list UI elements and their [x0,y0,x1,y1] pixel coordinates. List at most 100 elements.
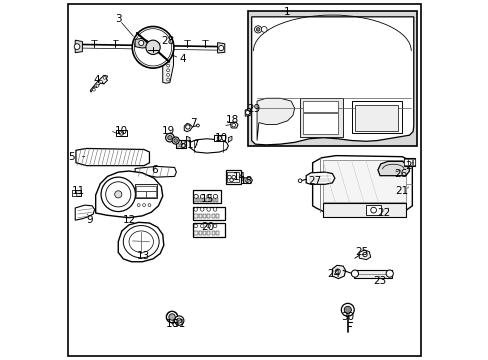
Circle shape [218,45,223,50]
Circle shape [142,204,145,207]
Circle shape [200,208,203,211]
Bar [72,190,81,196]
Bar [207,214,210,219]
Bar [136,186,155,191]
Circle shape [100,80,102,83]
Bar [215,230,219,235]
Circle shape [137,204,140,207]
Bar [136,192,145,197]
Circle shape [167,135,172,140]
Circle shape [166,73,169,76]
Circle shape [194,208,197,211]
Circle shape [362,252,366,257]
Bar [192,223,224,237]
Circle shape [166,69,169,72]
Bar [300,98,343,137]
Bar [407,159,411,165]
Bar [192,190,221,203]
Circle shape [165,134,174,142]
Bar [196,198,199,202]
Bar [203,198,205,202]
Polygon shape [118,222,163,262]
Circle shape [194,224,197,228]
Circle shape [134,29,171,66]
Circle shape [166,64,169,67]
Text: 17: 17 [186,140,200,150]
Polygon shape [312,156,411,212]
Bar [179,144,182,147]
Bar [353,270,391,278]
Text: 12: 12 [122,215,135,225]
Circle shape [168,314,175,320]
Bar [200,198,202,202]
Bar [212,198,215,202]
Bar [302,113,338,134]
Bar [403,158,414,166]
Circle shape [341,303,353,316]
Circle shape [206,224,210,228]
Text: 1: 1 [283,7,289,17]
Text: 21: 21 [395,186,408,197]
Bar [193,198,195,202]
Bar [135,184,157,198]
Circle shape [213,208,217,211]
Polygon shape [332,265,345,279]
Polygon shape [244,108,250,116]
Circle shape [132,27,174,68]
Circle shape [335,269,340,274]
Circle shape [231,175,235,179]
Circle shape [200,224,203,228]
Circle shape [176,318,182,323]
Polygon shape [163,49,173,55]
Polygon shape [75,40,82,53]
Bar [403,159,407,165]
Bar [175,140,185,148]
Bar [116,130,126,136]
Bar [247,12,416,146]
Circle shape [370,207,376,213]
Circle shape [174,316,183,325]
Text: 18: 18 [240,176,253,186]
Bar [192,207,224,220]
Polygon shape [75,205,94,220]
Bar [215,214,219,219]
Text: 30: 30 [341,312,354,322]
Bar [198,214,202,219]
Bar [214,135,224,141]
Circle shape [206,194,211,199]
Circle shape [386,270,392,277]
Polygon shape [228,136,231,142]
Text: 26: 26 [394,168,407,179]
Bar [225,170,241,184]
Text: 22: 22 [377,208,390,218]
Bar [176,144,179,147]
Circle shape [172,137,179,144]
Bar [194,214,197,219]
Polygon shape [96,171,163,218]
Circle shape [261,27,266,32]
Circle shape [217,136,221,140]
Circle shape [145,40,160,54]
Circle shape [74,44,80,49]
Bar [198,230,202,235]
Polygon shape [244,177,252,184]
Circle shape [166,311,178,323]
Polygon shape [230,122,238,128]
Circle shape [164,50,168,54]
Text: 7: 7 [190,118,196,128]
Circle shape [168,50,172,54]
Circle shape [245,111,249,115]
Text: 31: 31 [172,319,185,329]
Circle shape [298,179,301,183]
Circle shape [119,131,123,135]
Text: 5: 5 [68,152,75,162]
Polygon shape [184,123,192,132]
Polygon shape [163,54,173,83]
Text: 20: 20 [201,222,214,232]
Circle shape [227,175,231,179]
Polygon shape [76,148,149,166]
Text: 27: 27 [308,176,321,186]
Text: 9: 9 [86,215,93,225]
Text: 28: 28 [161,36,174,46]
Bar [72,190,76,196]
